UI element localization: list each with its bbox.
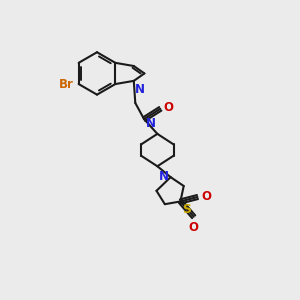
Text: O: O bbox=[201, 190, 211, 203]
Text: N: N bbox=[159, 170, 169, 183]
Text: S: S bbox=[182, 202, 191, 216]
Text: N: N bbox=[135, 83, 145, 96]
Text: O: O bbox=[164, 101, 174, 115]
Text: Br: Br bbox=[58, 77, 73, 91]
Text: O: O bbox=[188, 221, 198, 234]
Text: N: N bbox=[146, 117, 156, 130]
